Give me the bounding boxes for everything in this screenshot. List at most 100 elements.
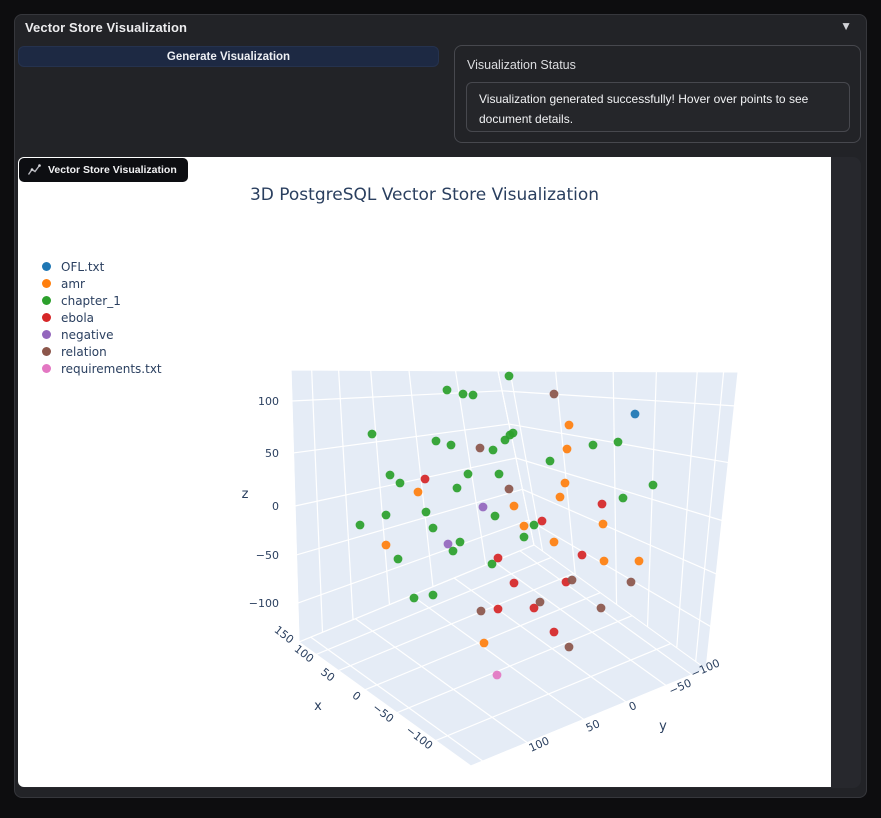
- data-point-OFL.txt[interactable]: [630, 409, 640, 419]
- data-point-amr[interactable]: [509, 501, 519, 511]
- data-point-chapter_1[interactable]: [545, 456, 555, 466]
- data-point-relation[interactable]: [564, 642, 574, 652]
- y-tick: 0: [627, 699, 639, 714]
- data-point-requirements.txt[interactable]: [492, 670, 502, 680]
- data-point-ebola[interactable]: [577, 550, 587, 560]
- legend-marker-icon: [42, 313, 51, 322]
- data-point-ebola[interactable]: [597, 499, 607, 509]
- legend-marker-icon: [42, 279, 51, 288]
- data-point-chapter_1[interactable]: [385, 470, 395, 480]
- data-point-chapter_1[interactable]: [504, 371, 514, 381]
- data-point-chapter_1[interactable]: [648, 480, 658, 490]
- z-axis-title: z: [242, 487, 249, 502]
- data-point-chapter_1[interactable]: [355, 520, 365, 530]
- data-point-relation[interactable]: [567, 575, 577, 585]
- data-point-chapter_1[interactable]: [446, 440, 456, 450]
- data-point-chapter_1[interactable]: [381, 510, 391, 520]
- data-point-relation[interactable]: [596, 603, 606, 613]
- data-point-amr[interactable]: [599, 556, 609, 566]
- data-point-ebola[interactable]: [493, 604, 503, 614]
- legend-item-requirements.txt[interactable]: requirements.txt: [42, 362, 162, 376]
- data-point-amr[interactable]: [562, 444, 572, 454]
- data-point-ebola[interactable]: [420, 474, 430, 484]
- data-point-relation[interactable]: [476, 606, 486, 616]
- legend-item-negative[interactable]: negative: [42, 328, 162, 342]
- x-tick: 150: [272, 623, 297, 646]
- data-point-amr[interactable]: [413, 487, 423, 497]
- z-tick: 100: [258, 395, 279, 408]
- data-point-relation[interactable]: [626, 577, 636, 587]
- data-point-amr[interactable]: [519, 521, 529, 531]
- status-message-box: Visualization generated successfully! Ho…: [466, 82, 850, 132]
- data-point-ebola[interactable]: [509, 578, 519, 588]
- data-point-amr[interactable]: [555, 492, 565, 502]
- data-point-chapter_1[interactable]: [393, 554, 403, 564]
- data-point-chapter_1[interactable]: [508, 428, 518, 438]
- data-point-chapter_1[interactable]: [494, 469, 504, 479]
- data-point-amr[interactable]: [598, 519, 608, 529]
- data-point-chapter_1[interactable]: [458, 389, 468, 399]
- plot-block: 3D PostgreSQL Vector Store Visualization…: [18, 157, 861, 788]
- data-point-chapter_1[interactable]: [455, 537, 465, 547]
- plot-tab: Vector Store Visualization: [19, 158, 188, 182]
- data-point-chapter_1[interactable]: [428, 523, 438, 533]
- data-point-chapter_1[interactable]: [488, 445, 498, 455]
- chart-title: 3D PostgreSQL Vector Store Visualization: [249, 185, 600, 205]
- data-point-amr[interactable]: [479, 638, 489, 648]
- data-point-chapter_1[interactable]: [490, 511, 500, 521]
- data-point-chapter_1[interactable]: [468, 390, 478, 400]
- gridline: [528, 519, 711, 628]
- gridline: [355, 618, 528, 744]
- data-point-chapter_1[interactable]: [421, 507, 431, 517]
- gridline: [411, 594, 585, 720]
- data-point-chapter_1[interactable]: [588, 440, 598, 450]
- data-point-chapter_1[interactable]: [519, 532, 529, 542]
- gridline: [294, 457, 517, 507]
- data-point-chapter_1[interactable]: [448, 546, 458, 556]
- data-point-chapter_1[interactable]: [367, 429, 377, 439]
- data-point-chapter_1[interactable]: [428, 590, 438, 600]
- data-point-amr[interactable]: [634, 556, 644, 566]
- gridline: [338, 572, 574, 672]
- legend-label: amr: [61, 276, 85, 291]
- data-point-chapter_1[interactable]: [613, 437, 623, 447]
- data-point-ebola[interactable]: [537, 516, 547, 526]
- data-point-negative[interactable]: [478, 502, 488, 512]
- data-point-chapter_1[interactable]: [529, 520, 539, 530]
- plot-figure: 3D PostgreSQL Vector Store Visualization…: [18, 157, 831, 787]
- data-point-chapter_1[interactable]: [452, 483, 462, 493]
- legend-item-ebola[interactable]: ebola: [42, 310, 162, 325]
- data-point-relation[interactable]: [475, 443, 485, 453]
- legend-label: relation: [61, 344, 107, 359]
- data-point-amr[interactable]: [560, 478, 570, 488]
- collapse-arrow-icon[interactable]: ▼: [840, 19, 852, 33]
- data-point-chapter_1[interactable]: [431, 436, 441, 446]
- y-tick: 50: [584, 717, 602, 735]
- data-point-relation[interactable]: [504, 484, 514, 494]
- data-point-ebola[interactable]: [493, 553, 503, 563]
- legend-label: ebola: [61, 310, 95, 325]
- data-point-chapter_1[interactable]: [487, 559, 497, 569]
- legend-item-OFL.txt[interactable]: OFL.txt: [42, 259, 162, 274]
- data-point-amr[interactable]: [381, 540, 391, 550]
- data-point-amr[interactable]: [549, 537, 559, 547]
- legend-marker-icon: [42, 330, 51, 339]
- legend-item-amr[interactable]: amr: [42, 276, 162, 291]
- data-point-chapter_1[interactable]: [409, 593, 419, 603]
- legend-item-relation[interactable]: relation: [42, 344, 162, 359]
- data-point-relation[interactable]: [535, 597, 545, 607]
- generate-visualization-button[interactable]: Generate Visualization: [18, 46, 439, 67]
- data-point-chapter_1[interactable]: [618, 493, 628, 503]
- data-point-negative[interactable]: [443, 539, 453, 549]
- data-point-chapter_1[interactable]: [395, 478, 405, 488]
- data-point-relation[interactable]: [549, 389, 559, 399]
- data-point-ebola[interactable]: [549, 627, 559, 637]
- gridline: [493, 561, 667, 686]
- data-point-chapter_1[interactable]: [463, 469, 473, 479]
- data-point-ebola[interactable]: [529, 603, 539, 613]
- data-point-chapter_1[interactable]: [442, 385, 452, 395]
- legend-label: OFL.txt: [61, 259, 105, 274]
- data-point-amr[interactable]: [564, 420, 574, 430]
- legend-item-chapter_1[interactable]: chapter_1: [42, 294, 162, 308]
